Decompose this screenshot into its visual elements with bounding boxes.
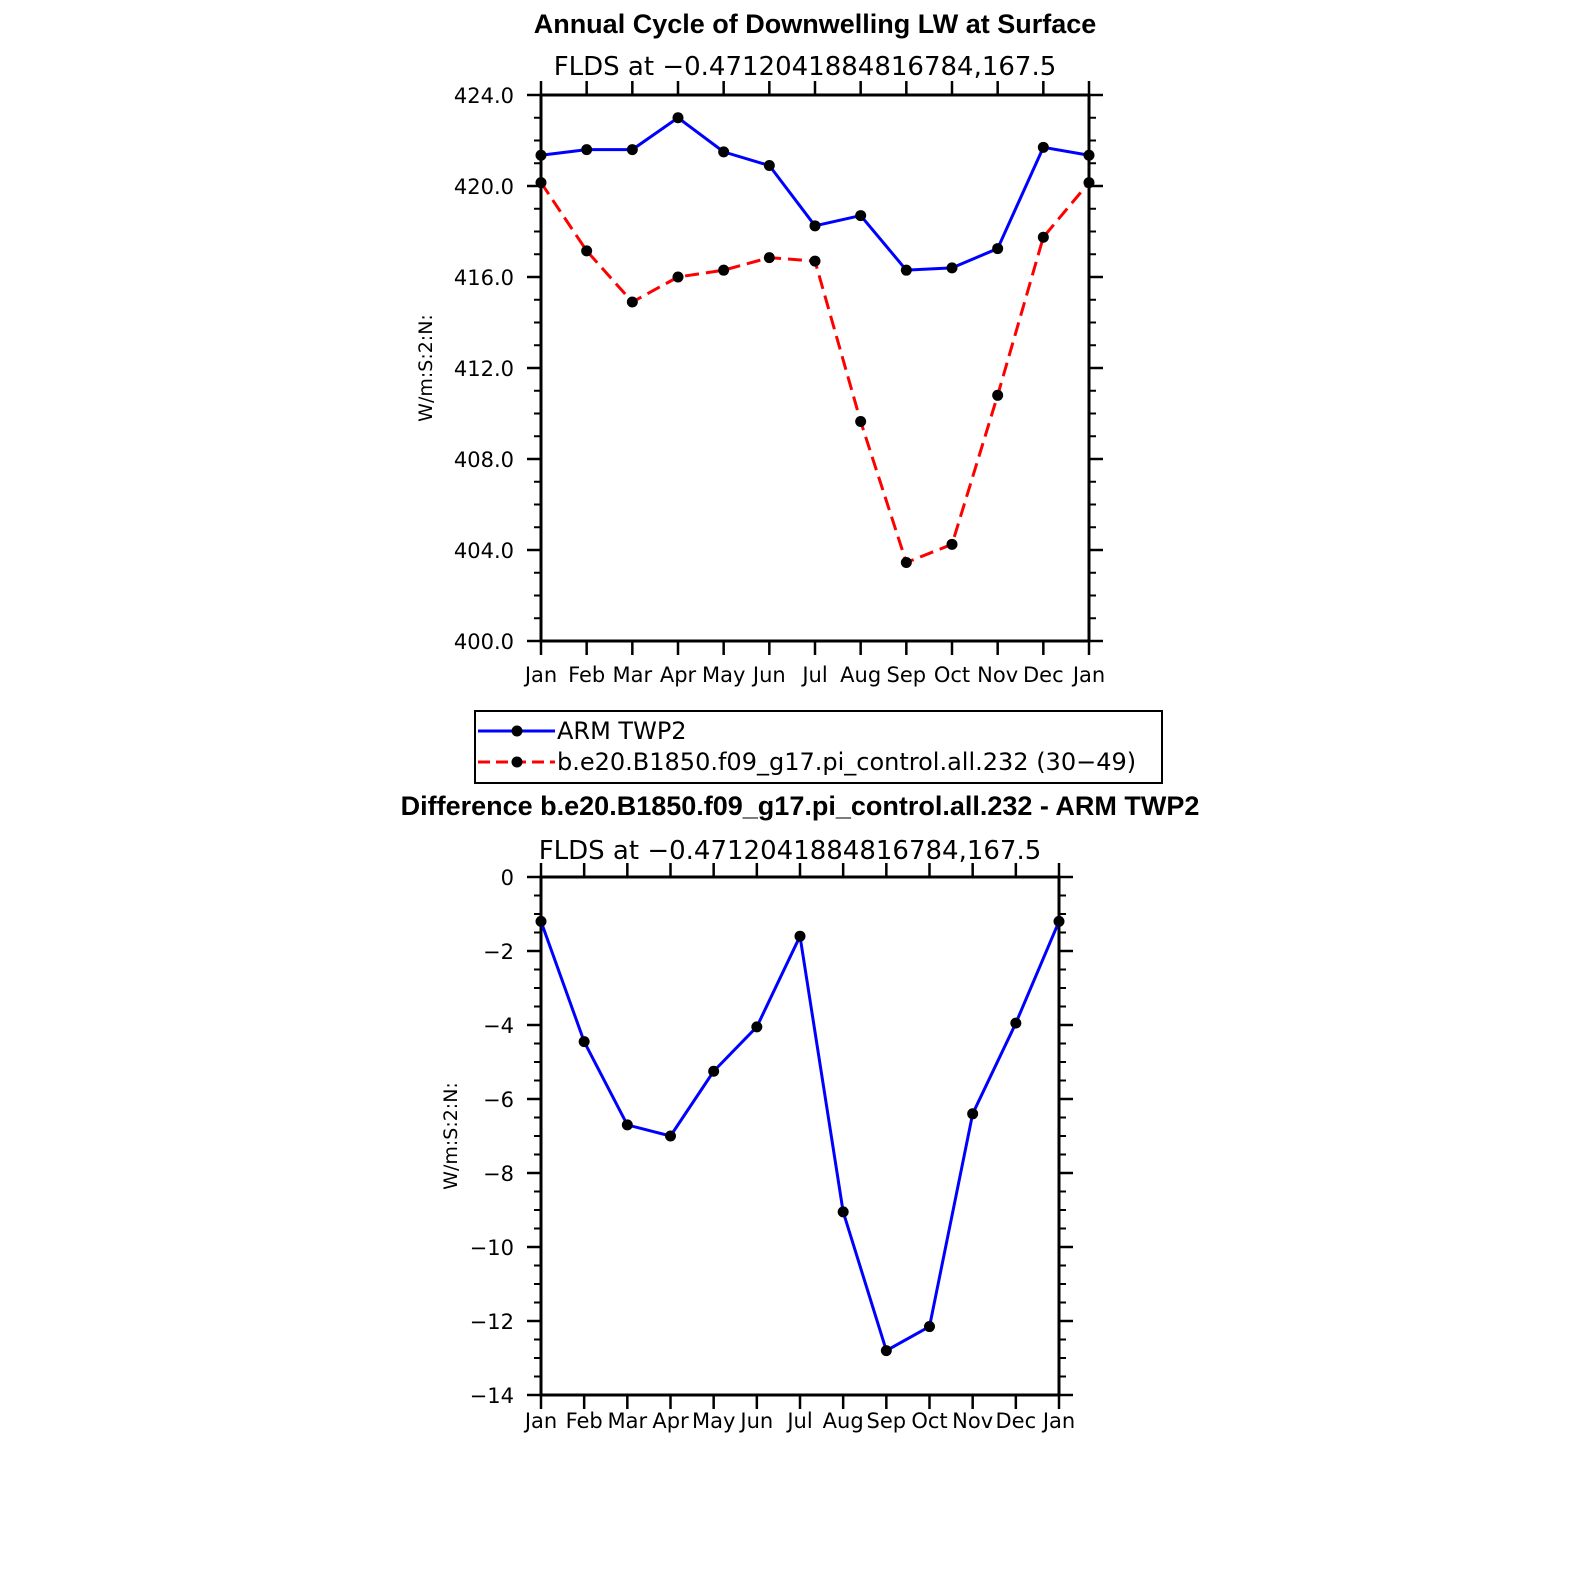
series-1-point xyxy=(946,262,958,274)
x-tick-label: May xyxy=(692,1409,735,1433)
y-axis-label: W/m:S:2:N: xyxy=(440,1082,462,1190)
series-1-point xyxy=(992,243,1004,255)
plot-frame xyxy=(539,875,1061,1397)
x-tick-label: Jan xyxy=(1041,1409,1075,1433)
series-1-point xyxy=(763,160,775,172)
series-1-point xyxy=(535,149,547,161)
x-tick-label: Jan xyxy=(523,1409,557,1433)
chart-subtitle: FLDS at −0.4712041884816784,167.5 xyxy=(539,836,1042,866)
series-1-point xyxy=(967,1108,979,1120)
series-1-point xyxy=(751,1021,763,1033)
x-tick-label: Jan xyxy=(523,663,557,687)
y-tick-label: −6 xyxy=(483,1088,514,1112)
y-tick-label: −8 xyxy=(483,1162,514,1186)
series-1-point xyxy=(1010,1017,1022,1029)
series-2-point xyxy=(763,252,775,264)
y-tick-label: 424.0 xyxy=(454,84,514,108)
series-line-2 xyxy=(539,181,1091,565)
series-1-point xyxy=(626,144,638,156)
y-tick-label: −4 xyxy=(483,1014,514,1038)
series-2-point xyxy=(1037,231,1049,243)
x-tick-label: Mar xyxy=(613,663,653,687)
series-2-point xyxy=(1083,177,1095,189)
x-tick-label: Apr xyxy=(660,663,697,687)
x-tick-label: Sep xyxy=(887,663,927,687)
y-tick-label: 400.0 xyxy=(454,630,514,654)
y-tick-label: −14 xyxy=(470,1384,514,1408)
x-tick-label: Feb xyxy=(566,1409,603,1433)
series-2-point xyxy=(855,415,867,427)
x-tick-label: Jun xyxy=(738,1409,773,1433)
y-tick-label: −2 xyxy=(483,940,514,964)
series-1-point xyxy=(665,1130,676,1142)
series-1-point xyxy=(718,146,730,158)
legend-marker-1 xyxy=(511,725,523,737)
series-1-point xyxy=(1037,141,1049,153)
x-tick-label: Dec xyxy=(1023,663,1064,687)
x-tick-label: Sep xyxy=(867,1409,907,1433)
chart-title: Difference b.e20.B1850.f09_g17.pi_contro… xyxy=(401,791,1200,821)
series-2-point xyxy=(535,177,547,189)
x-tick-label: Oct xyxy=(911,1409,947,1433)
x-tick-label: Mar xyxy=(608,1409,648,1433)
y-tick-label: 416.0 xyxy=(454,266,514,290)
y-tick-label: −12 xyxy=(470,1310,514,1334)
x-tick-label: Jul xyxy=(785,1409,812,1433)
x-tick-label: Aug xyxy=(823,1409,864,1433)
series-1-point xyxy=(794,930,806,942)
y-tick-label: 408.0 xyxy=(454,448,514,472)
chart-1: Annual Cycle of Downwelling LW at Surfac… xyxy=(415,9,1163,784)
y-tick-label: 404.0 xyxy=(454,539,514,563)
x-tick-label: May xyxy=(702,663,745,687)
series-1-point xyxy=(672,112,684,124)
y-tick-label: 0 xyxy=(501,866,514,890)
chart-title: Annual Cycle of Downwelling LW at Surfac… xyxy=(534,9,1097,39)
series-1-point xyxy=(578,1036,590,1048)
chart-subtitle: FLDS at −0.4712041884816784,167.5 xyxy=(554,52,1057,82)
x-tick-label: Apr xyxy=(652,1409,689,1433)
x-tick-label: Feb xyxy=(568,663,605,687)
series-2-point xyxy=(946,538,958,550)
series-1-point xyxy=(924,1321,935,1333)
series-1-point xyxy=(900,264,912,276)
y-axis-label: W/m:S:2:N: xyxy=(415,314,437,422)
series-1-point xyxy=(581,144,593,156)
series-1-point xyxy=(837,1206,849,1218)
x-tick-label: Jul xyxy=(800,663,827,687)
legend-box xyxy=(474,710,1163,784)
series-1-point xyxy=(1083,149,1095,161)
series-1-point xyxy=(535,915,547,927)
y-tick-label: −10 xyxy=(470,1236,514,1260)
x-tick-label: Aug xyxy=(840,663,881,687)
y-tick-label: 412.0 xyxy=(454,357,514,381)
series-1-point xyxy=(708,1065,720,1077)
legend-label-2: b.e20.B1850.f09_g17.pi_control.all.232 (… xyxy=(557,748,1136,776)
x-tick-label: Dec xyxy=(996,1409,1037,1433)
series-1-point xyxy=(621,1119,633,1131)
x-tick-label: Jun xyxy=(751,663,786,687)
legend: ARM TWP2 b.e20.B1850.f09_g17.pi_control.a… xyxy=(474,710,1163,784)
series-line-1 xyxy=(539,920,1061,1353)
x-tick-label: Jan xyxy=(1071,663,1105,687)
series-2-point xyxy=(672,271,684,283)
series-2-point xyxy=(718,264,730,276)
series-1-point xyxy=(1053,915,1065,927)
series-2-point xyxy=(626,296,638,308)
series-2-point xyxy=(809,255,821,267)
chart-2: Difference b.e20.B1850.f09_g17.pi_contro… xyxy=(401,791,1200,1433)
x-tick-label: Oct xyxy=(934,663,970,687)
series-1-point xyxy=(855,210,867,222)
series-2-point xyxy=(581,245,593,257)
legend-marker-2 xyxy=(511,756,523,768)
legend-label-1: ARM TWP2 xyxy=(557,717,687,745)
series-1-point xyxy=(809,220,821,232)
x-tick-label: Nov xyxy=(952,1409,993,1433)
series-1-point xyxy=(880,1345,892,1357)
y-tick-label: 420.0 xyxy=(454,175,514,199)
x-tick-label: Nov xyxy=(977,663,1018,687)
series-line-1 xyxy=(540,116,1090,272)
series-2-point xyxy=(900,557,912,569)
series-2-point xyxy=(992,389,1004,401)
